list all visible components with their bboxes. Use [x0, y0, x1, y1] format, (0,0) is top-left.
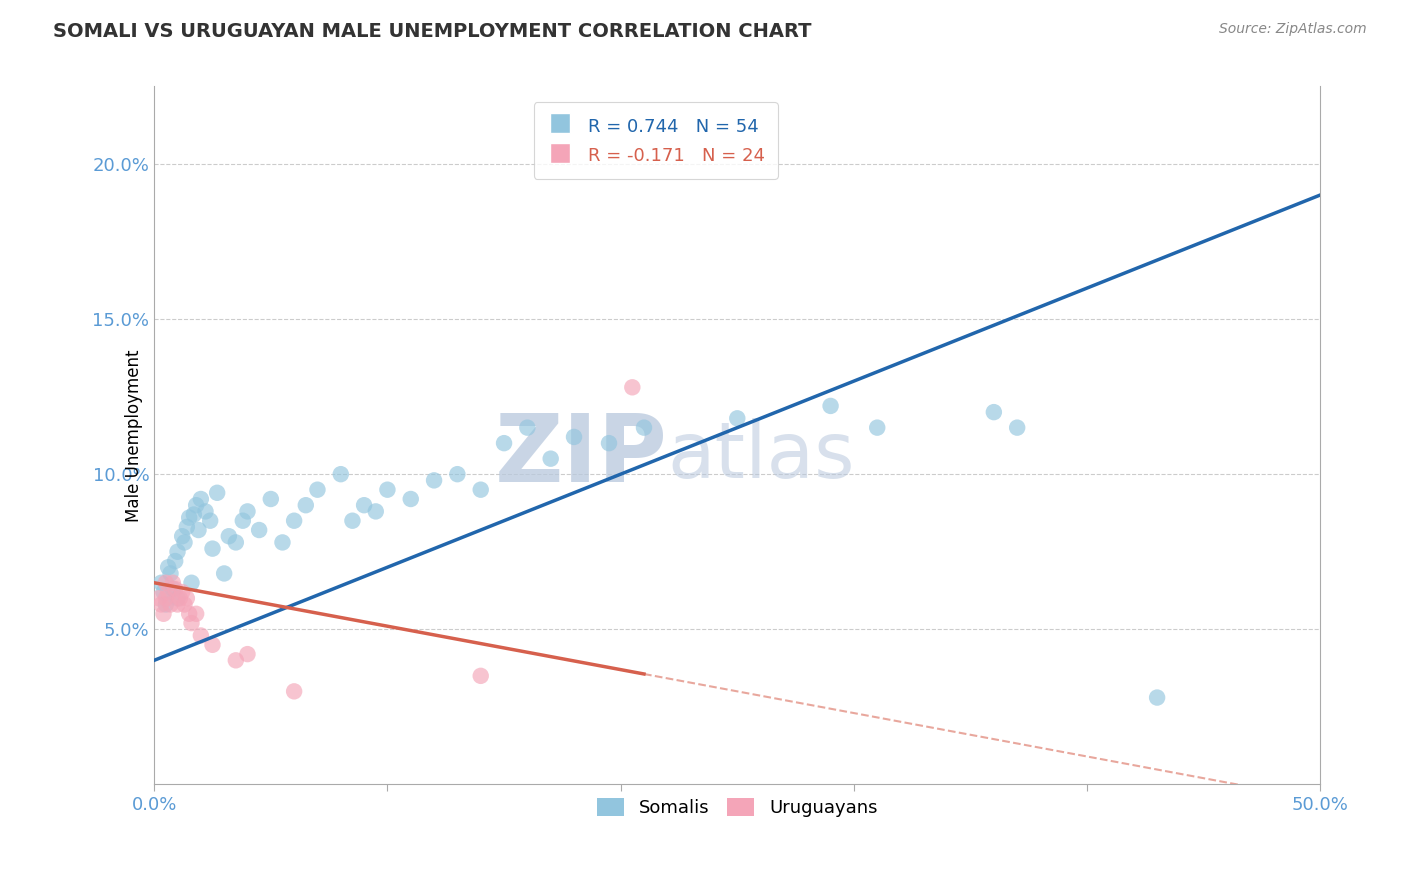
Point: [155, 598, 177, 612]
Point: [148, 591, 170, 606]
Point: [152, 607, 174, 621]
Text: ZIP: ZIP: [495, 410, 668, 502]
Point: [157, 585, 180, 599]
Point: [152, 585, 174, 599]
Y-axis label: Male Unemployment: Male Unemployment: [125, 349, 143, 522]
Point: [179, 607, 201, 621]
Point: [186, 607, 208, 621]
Point: [342, 514, 364, 528]
Point: [186, 498, 208, 512]
Point: [866, 420, 889, 434]
Point: [187, 523, 209, 537]
Point: [159, 598, 181, 612]
Point: [377, 483, 399, 497]
Point: [1005, 420, 1028, 434]
Point: [159, 566, 181, 581]
Point: [218, 529, 240, 543]
Point: [166, 591, 188, 606]
Point: [190, 491, 212, 506]
Point: [470, 669, 492, 683]
Point: [162, 575, 184, 590]
Point: [179, 510, 201, 524]
Point: [492, 436, 515, 450]
Point: [364, 504, 387, 518]
Point: [172, 529, 194, 543]
Text: Source: ZipAtlas.com: Source: ZipAtlas.com: [1219, 22, 1367, 37]
Point: [236, 647, 259, 661]
Point: [247, 523, 270, 537]
Point: [446, 467, 468, 482]
Point: [155, 591, 177, 606]
Point: [307, 483, 329, 497]
Point: [194, 504, 217, 518]
Point: [212, 566, 235, 581]
Point: [201, 638, 224, 652]
Point: [983, 405, 1005, 419]
Point: [180, 616, 202, 631]
Point: [283, 684, 305, 698]
Point: [236, 504, 259, 518]
Legend: Somalis, Uruguayans: Somalis, Uruguayans: [591, 790, 884, 824]
Point: [166, 545, 188, 559]
Point: [198, 514, 221, 528]
Point: [150, 598, 173, 612]
Point: [621, 380, 644, 394]
Point: [225, 535, 247, 549]
Point: [260, 491, 283, 506]
Point: [155, 575, 177, 590]
Point: [190, 628, 212, 642]
Point: [225, 653, 247, 667]
Point: [294, 498, 316, 512]
Point: [165, 554, 187, 568]
Point: [562, 430, 585, 444]
Point: [283, 514, 305, 528]
Point: [820, 399, 842, 413]
Text: SOMALI VS URUGUAYAN MALE UNEMPLOYMENT CORRELATION CHART: SOMALI VS URUGUAYAN MALE UNEMPLOYMENT CO…: [53, 22, 811, 41]
Point: [162, 582, 184, 596]
Point: [169, 591, 191, 606]
Point: [423, 474, 446, 488]
Point: [470, 483, 492, 497]
Point: [633, 420, 655, 434]
Point: [232, 514, 254, 528]
Point: [180, 575, 202, 590]
Point: [540, 451, 562, 466]
Point: [176, 591, 198, 606]
Point: [725, 411, 748, 425]
Point: [516, 420, 538, 434]
Point: [165, 582, 187, 596]
Point: [173, 535, 195, 549]
Point: [183, 508, 205, 522]
Point: [598, 436, 620, 450]
Point: [157, 560, 180, 574]
Point: [150, 575, 173, 590]
Point: [173, 598, 195, 612]
Point: [1146, 690, 1168, 705]
Point: [271, 535, 294, 549]
Point: [166, 598, 188, 612]
Point: [205, 485, 228, 500]
Point: [353, 498, 375, 512]
Point: [201, 541, 224, 556]
Point: [399, 491, 422, 506]
Point: [172, 585, 194, 599]
Text: atlas: atlas: [668, 418, 855, 494]
Point: [329, 467, 352, 482]
Point: [176, 520, 198, 534]
